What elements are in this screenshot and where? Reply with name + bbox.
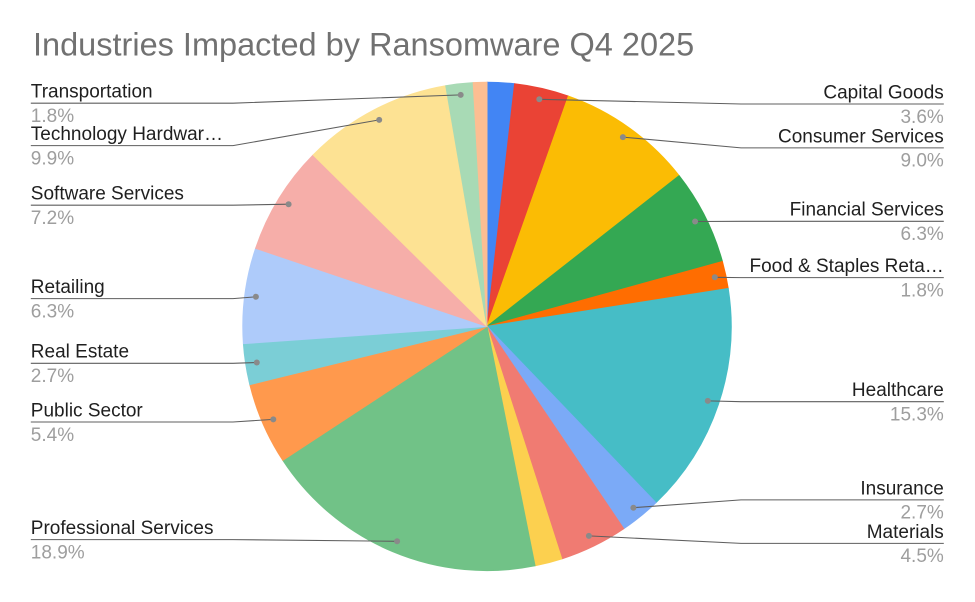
svg-text:Food & Staples Reta…: Food & Staples Reta… [749, 256, 943, 277]
svg-text:2.7%: 2.7% [900, 503, 943, 524]
svg-text:Real Estate: Real Estate [31, 342, 129, 363]
svg-text:Insurance: Insurance [860, 478, 943, 499]
svg-text:Materials: Materials [867, 522, 944, 543]
svg-text:15.3%: 15.3% [890, 405, 944, 426]
svg-text:Software Services: Software Services [31, 184, 184, 205]
svg-text:9.0%: 9.0% [900, 151, 943, 172]
svg-text:1.8%: 1.8% [31, 106, 74, 127]
svg-text:7.2%: 7.2% [31, 208, 74, 229]
svg-text:9.9%: 9.9% [31, 148, 74, 169]
svg-text:Professional Services: Professional Services [31, 518, 214, 539]
svg-text:Public Sector: Public Sector [31, 400, 144, 421]
svg-text:Industries Impacted by Ransomw: Industries Impacted by Ransomware Q4 202… [33, 27, 694, 63]
svg-text:Transportation: Transportation [31, 82, 153, 103]
svg-text:5.4%: 5.4% [31, 425, 74, 446]
svg-text:6.3%: 6.3% [31, 301, 74, 322]
svg-text:Retailing: Retailing [31, 277, 105, 298]
svg-text:3.6%: 3.6% [900, 107, 943, 128]
svg-text:Capital Goods: Capital Goods [823, 82, 943, 103]
svg-text:Financial Services: Financial Services [790, 200, 944, 221]
svg-text:1.8%: 1.8% [900, 280, 943, 301]
svg-text:2.7%: 2.7% [31, 366, 74, 387]
svg-text:4.5%: 4.5% [900, 546, 943, 567]
svg-text:18.9%: 18.9% [31, 542, 85, 563]
svg-text:Healthcare: Healthcare [852, 380, 944, 401]
svg-text:Consumer Services: Consumer Services [778, 126, 944, 147]
svg-text:Technology Hardwar…: Technology Hardwar… [31, 124, 223, 145]
svg-text:6.3%: 6.3% [900, 224, 943, 245]
